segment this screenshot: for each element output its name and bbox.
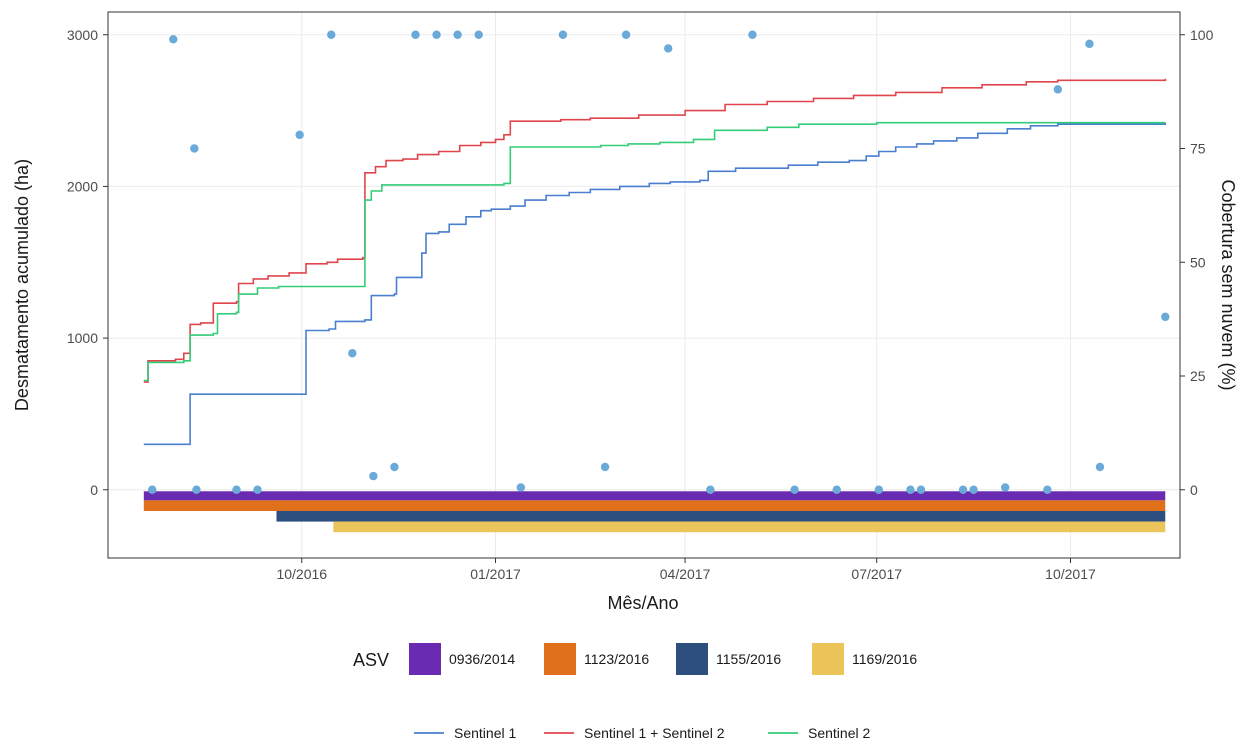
- gridlines: [108, 12, 1180, 558]
- x-axis-title: Mês/Ano: [607, 593, 678, 613]
- cloud-free-point: [748, 30, 757, 39]
- cloud-free-point: [1095, 462, 1105, 472]
- cloud-free-point: [558, 30, 568, 39]
- y2-tick-label: 0: [1190, 482, 1198, 498]
- cloud-free-point: [148, 485, 157, 494]
- y-tick-label: 2000: [67, 178, 98, 194]
- y2-tick-label: 75: [1190, 141, 1206, 157]
- asv-bar: [143, 500, 1166, 511]
- cloud-free-point: [190, 144, 199, 153]
- cloud-free-point: [832, 485, 841, 494]
- cloud-free-point: [432, 30, 441, 39]
- series-legend-label: Sentinel 1: [454, 725, 516, 741]
- axes: 0 1000 2000 3000 0 25 50 75 100 10/2016 01/2017 04/…: [67, 11, 1214, 582]
- series-line: [143, 122, 1167, 446]
- cloud-free-point: [621, 30, 631, 39]
- cloud-free-point: [906, 485, 915, 494]
- y-tick-label: 3000: [67, 27, 98, 43]
- cloud-free-point: [1085, 39, 1094, 49]
- series-legend: Sentinel 1 Sentinel 1 + Sentinel 2 Sentine…: [414, 725, 870, 741]
- y-tick-label: 0: [90, 482, 98, 498]
- asv-legend-label: 0936/2014: [449, 651, 515, 667]
- cloud-free-point: [348, 349, 357, 358]
- cloud-free-point: [192, 485, 201, 494]
- cloud-free-point: [369, 471, 378, 481]
- asv-bar: [276, 510, 1166, 522]
- cloud-free-point: [453, 30, 462, 39]
- panel-border: [107, 11, 1181, 559]
- cloud-free-point: [232, 485, 241, 494]
- asv-legend-label: 1123/2016: [584, 651, 649, 667]
- asv-bars: [143, 491, 1166, 533]
- x-tick-label: 01/2017: [470, 566, 521, 582]
- asv-legend-swatch: [676, 643, 708, 675]
- cloud-free-point: [916, 485, 926, 494]
- x-tick-label: 07/2017: [851, 566, 902, 582]
- y2-tick-label: 100: [1190, 27, 1214, 43]
- cloud-free-point: [411, 30, 420, 39]
- y-tick-label: 1000: [67, 330, 98, 346]
- y2-tick-label: 25: [1190, 368, 1206, 384]
- cloud-free-point: [1000, 483, 1010, 492]
- cloud-free-point: [706, 485, 715, 494]
- cloud-free-point: [169, 35, 178, 44]
- cloud-free-point: [295, 130, 304, 140]
- y2-axis-title: Cobertura sem nuvem (%): [1218, 179, 1238, 390]
- cloud-free-points: [148, 30, 1170, 494]
- asv-legend-label: 1169/2016: [852, 651, 917, 667]
- asv-legend: ASV 0936/2014 1123/2016 1155/2016 1169/2016: [353, 643, 917, 675]
- asv-bar: [143, 491, 1166, 501]
- cloud-free-point: [1043, 485, 1052, 494]
- cloud-free-point: [874, 485, 884, 494]
- cloud-free-point: [969, 485, 978, 494]
- cloud-free-point: [474, 30, 483, 39]
- cloud-free-point: [958, 485, 968, 494]
- cloud-free-point: [790, 485, 799, 494]
- series-lines: [143, 78, 1167, 446]
- x-tick-label: 04/2017: [660, 566, 711, 582]
- cloud-free-point: [664, 44, 673, 53]
- series-line: [143, 121, 1166, 382]
- asv-legend-swatch: [812, 643, 844, 675]
- series-legend-label: Sentinel 1 + Sentinel 2: [584, 725, 725, 741]
- y2-tick-label: 50: [1190, 254, 1206, 270]
- cloud-free-point: [516, 483, 525, 492]
- x-tick-label: 10/2017: [1045, 566, 1096, 582]
- cloud-free-point: [1053, 85, 1063, 94]
- y-axis-title: Desmatamento acumulado (ha): [12, 159, 32, 411]
- series-legend-label: Sentinel 2: [808, 725, 870, 741]
- cloud-free-point: [1161, 312, 1170, 322]
- asv-legend-swatch: [409, 643, 441, 675]
- cloud-free-point: [327, 30, 336, 39]
- cloud-free-point: [390, 462, 399, 472]
- asv-legend-title: ASV: [353, 650, 389, 670]
- x-tick-label: 10/2016: [276, 566, 327, 582]
- cloud-free-point: [253, 485, 262, 494]
- asv-legend-label: 1155/2016: [716, 651, 781, 667]
- cloud-free-point: [600, 462, 610, 472]
- asv-bar: [333, 521, 1166, 533]
- series-line: [143, 78, 1167, 383]
- asv-legend-swatch: [544, 643, 576, 675]
